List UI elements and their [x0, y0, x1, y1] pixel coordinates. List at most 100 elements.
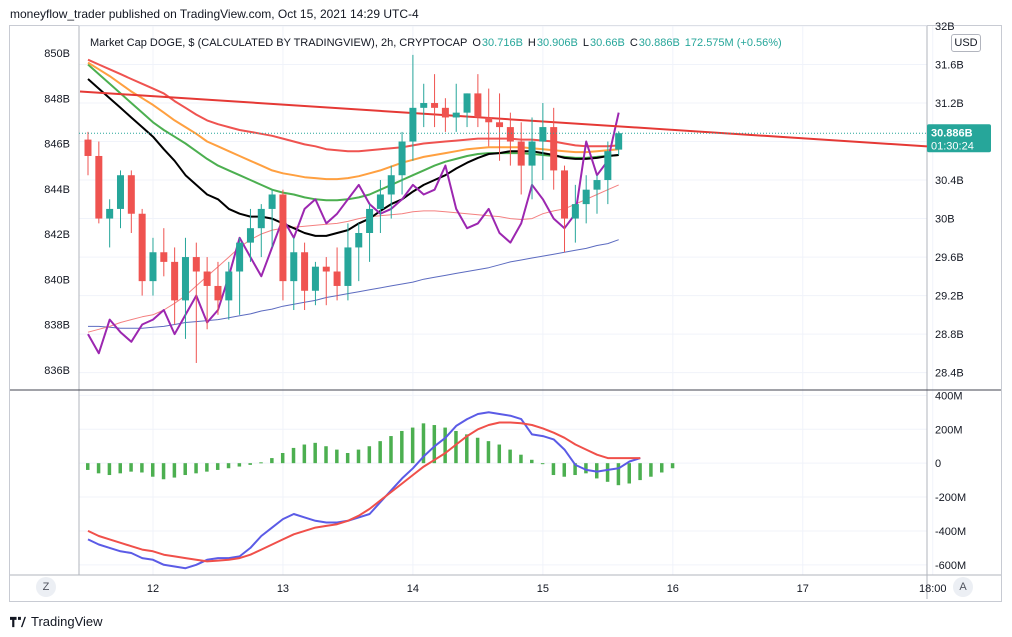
- candle-body: [95, 155, 103, 219]
- candle-body: [203, 271, 211, 286]
- right-axis-tick: 29.6B: [935, 252, 964, 264]
- macd-line: [87, 411, 641, 570]
- candle-body: [387, 175, 395, 195]
- candle-body: [246, 228, 254, 243]
- macd-histogram-bar: [356, 449, 361, 464]
- candle-body: [561, 170, 569, 219]
- time-axis-tick: 18:00: [919, 583, 947, 595]
- left-axis-tick: 842B: [44, 229, 70, 241]
- candle-body: [257, 208, 265, 229]
- candle-body: [431, 103, 439, 108]
- footer-brand: TradingView: [10, 614, 103, 629]
- left-axis-tick: 846B: [44, 139, 70, 151]
- right-axis-tick: 31.6B: [935, 60, 964, 72]
- macd-axis-tick: -400M: [935, 526, 966, 538]
- macd-histogram-bar: [659, 463, 664, 473]
- price-tag: [927, 124, 991, 153]
- macd-histogram-bar: [270, 458, 274, 464]
- macd-histogram-bar: [638, 463, 642, 481]
- left-axis-tick: 840B: [44, 274, 70, 286]
- candle-body: [214, 285, 222, 301]
- currency-button[interactable]: USD: [951, 34, 981, 52]
- right-axis-tick: 28.8B: [935, 329, 964, 341]
- right-axis-tick: 32B: [935, 21, 955, 33]
- macd-histogram-bar: [400, 430, 404, 464]
- auto-scale-left-button[interactable]: Z: [36, 577, 56, 597]
- candle-body: [366, 208, 374, 233]
- macd-histogram-bar: [96, 463, 101, 474]
- macd-histogram-bar: [140, 463, 144, 473]
- macd-histogram-bar: [378, 441, 382, 464]
- macd-histogram-bar: [194, 463, 198, 474]
- time-axis-tick: 16: [667, 583, 679, 595]
- price-tag-countdown: 01:30:24: [931, 140, 974, 152]
- candle-body: [528, 141, 536, 166]
- macd-histogram-bar: [237, 463, 242, 467]
- legend-symbol: Market Cap DOGE, $ (CALCULATED BY TRADIN…: [90, 37, 467, 49]
- macd-histogram-bar: [226, 463, 231, 469]
- auto-scale-button[interactable]: A: [953, 577, 973, 597]
- candle-body: [279, 194, 287, 282]
- macd-signal-line: [87, 421, 641, 563]
- macd-histogram-bar: [421, 423, 426, 464]
- candle-body: [171, 261, 179, 301]
- footer-brand-label: TradingView: [31, 614, 103, 629]
- candle-body: [84, 139, 92, 156]
- price-tag-value: 30.886B: [931, 127, 973, 139]
- legend-high: 30.906B: [537, 37, 578, 49]
- candle-body: [355, 232, 363, 248]
- candle-body: [550, 127, 558, 171]
- candle-body: [106, 208, 114, 219]
- candle-body: [268, 194, 276, 209]
- macd-histogram-bar: [649, 463, 653, 477]
- macd-histogram-bar: [410, 427, 415, 464]
- macd-histogram-bar: [118, 463, 122, 474]
- macd-histogram-bar: [616, 463, 621, 486]
- macd-histogram-bar: [573, 463, 577, 476]
- legend-open: 30.716B: [482, 37, 523, 49]
- candle-body: [604, 151, 612, 181]
- time-axis-tick: 12: [147, 583, 159, 595]
- candle-body: [615, 133, 623, 150]
- candle-body: [506, 127, 514, 142]
- candle-body: [301, 252, 309, 291]
- macd-histogram-bar: [530, 459, 534, 464]
- macd-axis-tick: 0: [935, 458, 941, 470]
- candle-body: [192, 257, 200, 272]
- macd-histogram-bar: [486, 441, 491, 464]
- candle-body: [322, 266, 330, 272]
- macd-histogram-bar: [443, 427, 447, 464]
- candle-body: [398, 141, 406, 176]
- purple-oscillator-line: [87, 112, 620, 355]
- macd-histogram-bar: [280, 453, 285, 464]
- candle-body: [311, 266, 319, 291]
- right-axis-tick: 28.4B: [935, 368, 964, 380]
- macd-histogram-bar: [259, 462, 263, 464]
- macd-histogram-bar: [465, 434, 469, 464]
- candle-body: [485, 117, 493, 123]
- time-axis-tick: 13: [277, 583, 289, 595]
- candle-body: [236, 242, 244, 272]
- macd-histogram-bar: [367, 446, 372, 464]
- candle-body: [441, 107, 449, 118]
- right-axis-tick: 30.4B: [935, 175, 964, 187]
- trend-line: [79, 90, 928, 148]
- left-axis-tick: 848B: [44, 93, 70, 105]
- macd-histogram-bar: [475, 437, 480, 464]
- macd-histogram-bar: [86, 463, 90, 470]
- candle-body: [225, 271, 233, 301]
- macd-histogram-bar: [432, 425, 437, 464]
- candle-body: [127, 175, 135, 214]
- candle-body: [593, 180, 601, 190]
- candle-body: [333, 271, 341, 286]
- tradingview-logo-icon: [10, 616, 26, 627]
- macd-histogram-bar: [670, 463, 675, 469]
- candle-body: [517, 141, 525, 166]
- candle-body: [474, 93, 482, 118]
- macd-histogram-bar: [454, 430, 458, 464]
- macd-histogram-bar: [161, 463, 166, 480]
- candle-body: [138, 213, 146, 282]
- macd-histogram-bar: [497, 444, 502, 464]
- macd-histogram-bar: [584, 463, 588, 474]
